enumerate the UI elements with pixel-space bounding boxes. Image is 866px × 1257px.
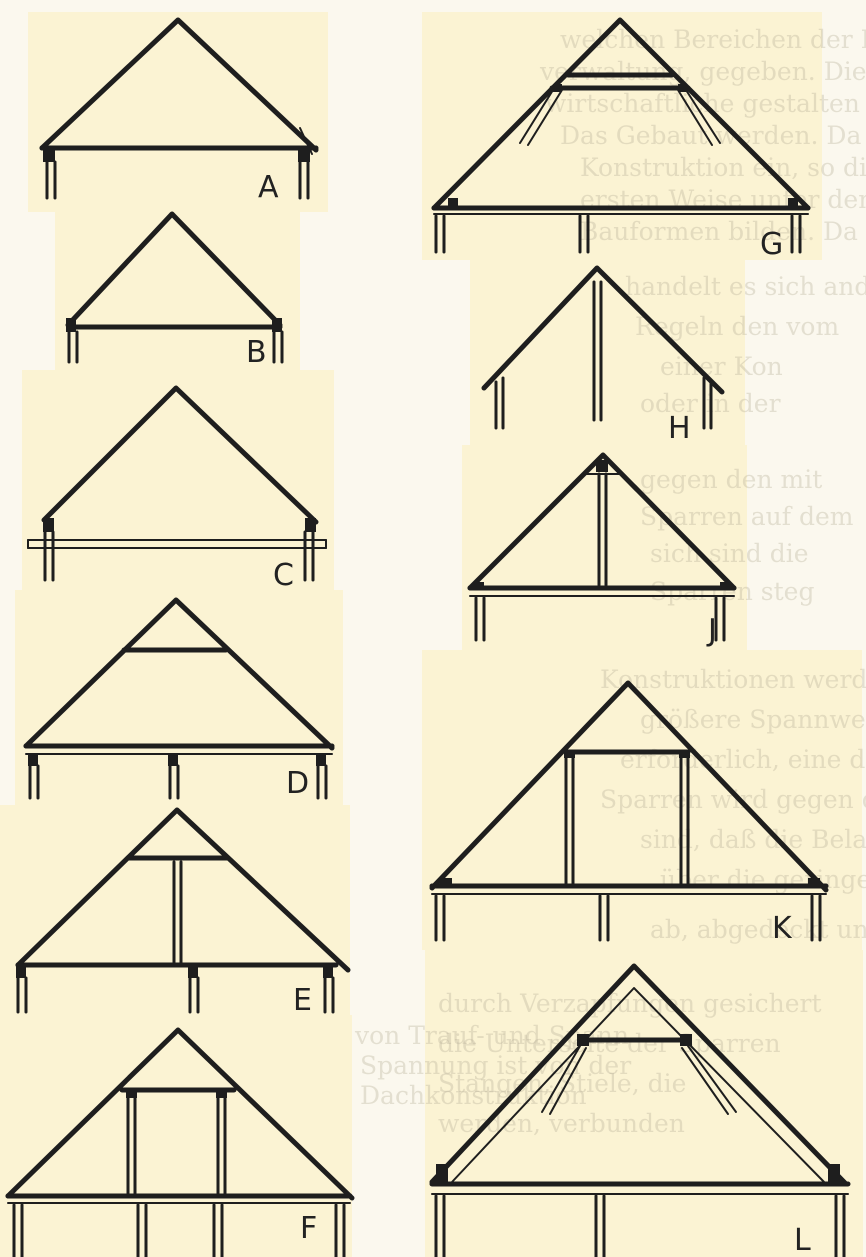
bg-line: handelt es sich andere: [625, 272, 866, 301]
diagram-label: A: [258, 170, 279, 205]
bg-line: Spannung ist von der: [360, 1051, 631, 1080]
roof-diagram-l: L: [429, 963, 851, 1257]
bg-line: Konstruktionen werden der: [600, 665, 866, 694]
roof-diagram-a: A: [39, 17, 319, 205]
diagram-label: J: [706, 613, 717, 648]
diagram-label: L: [794, 1223, 811, 1257]
diagram-label: D: [286, 766, 309, 801]
bg-line: über die geringer wird: [660, 865, 866, 894]
diagram-label: C: [273, 558, 294, 593]
roof-diagram-d: D: [23, 597, 335, 801]
bg-line: die Unterseite der Sparren: [438, 1029, 781, 1058]
diagram-label: G: [760, 227, 783, 262]
bg-line: Dachkonstruktion: [360, 1081, 587, 1110]
diagram-label: K: [772, 911, 793, 946]
roof-diagram-c: C: [27, 385, 327, 593]
bg-line: ab, abgedeckt und ergeben: [650, 915, 866, 944]
bg-line: sind, daß die Belastung der: [640, 825, 866, 854]
bg-line: erforderlich, eine durch: [620, 745, 866, 774]
diagram-label: F: [300, 1211, 317, 1246]
roof-diagram-b: B: [65, 211, 284, 370]
roof-diagram-f: F: [5, 1027, 355, 1257]
bg-line: größere Spannweite ist: [640, 705, 866, 734]
bg-line: sich sind die: [650, 539, 809, 568]
bg-line: Konstruktion ein, so die: [580, 153, 866, 182]
bg-line: gegen den mit: [640, 465, 822, 494]
diagram-label: B: [246, 335, 267, 370]
roof-diagram-j: J: [467, 452, 737, 648]
bg-line: Sparren steg: [650, 577, 814, 606]
bg-line: welchen Bereichen der Kamer: [560, 25, 866, 54]
roof-diagram-h: H: [481, 265, 725, 446]
background-text: welchen Bereichen der Kamer verwaltung, …: [354, 25, 866, 1138]
bg-line: verwaltung, gegeben. Die Dach: [539, 57, 866, 86]
bg-line: Das Gebaut werden. Da: [560, 121, 861, 150]
roof-diagram-e: E: [15, 807, 351, 1018]
bg-line: Bauformen bilden. Da das: [580, 217, 866, 246]
roof-diagram-k: K: [429, 680, 829, 946]
roof-diagram-g: G: [431, 17, 811, 262]
diagram-label: E: [293, 983, 312, 1018]
diagram-label: H: [668, 411, 691, 446]
bg-line: einer Kon: [660, 352, 783, 381]
